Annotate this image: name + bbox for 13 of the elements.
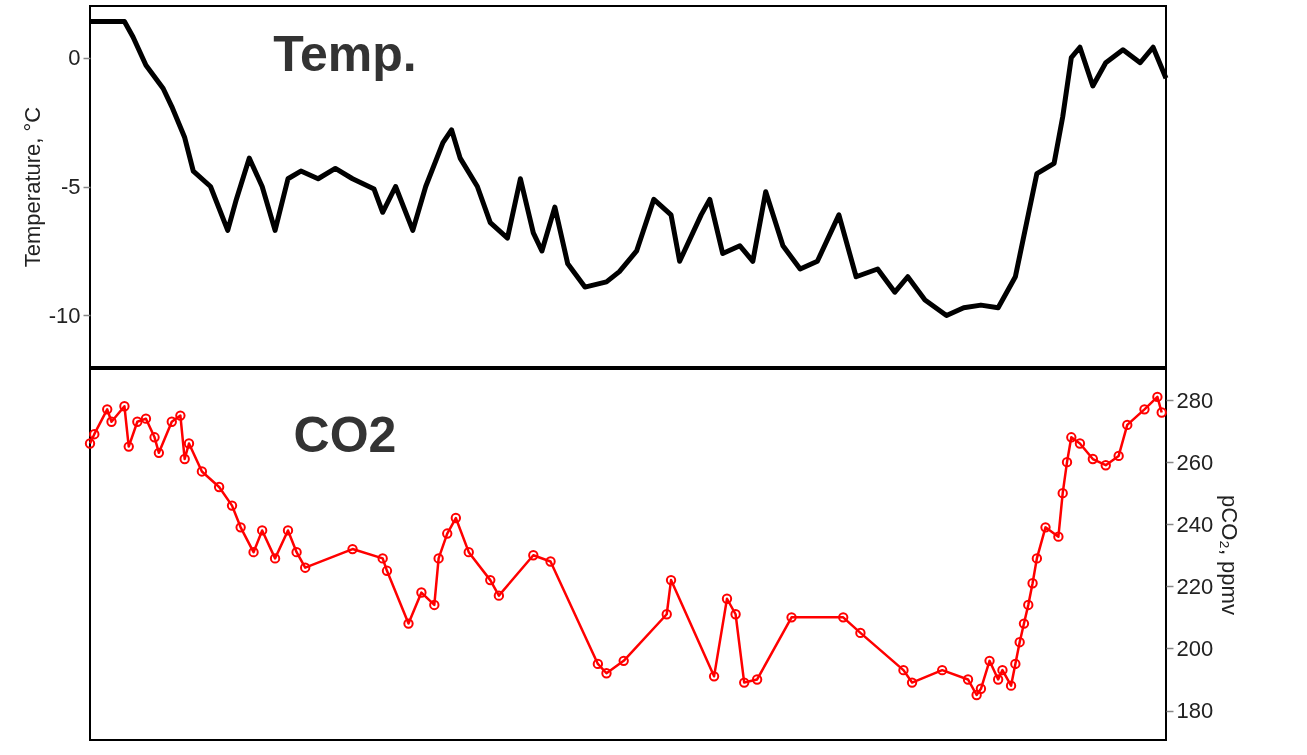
text: CO2: [293, 407, 397, 463]
y-tick-label: 240: [1176, 511, 1214, 537]
y-axis-title: Temperature, °C: [19, 106, 45, 268]
y-tick-label: 280: [1176, 387, 1214, 413]
y-tick-label: -10: [48, 302, 81, 328]
y-tick-label: 200: [1176, 635, 1214, 661]
chart-title: Temp.: [273, 26, 417, 82]
y-tick-label: 220: [1176, 573, 1214, 599]
y-axis-title: pCO₂, ppmv: [1217, 495, 1243, 615]
y-tick-label: 0: [68, 45, 81, 71]
y-tick-label: 260: [1176, 449, 1214, 475]
y-tick-label: -5: [60, 174, 81, 199]
y-tick-label: 180: [1176, 698, 1214, 724]
